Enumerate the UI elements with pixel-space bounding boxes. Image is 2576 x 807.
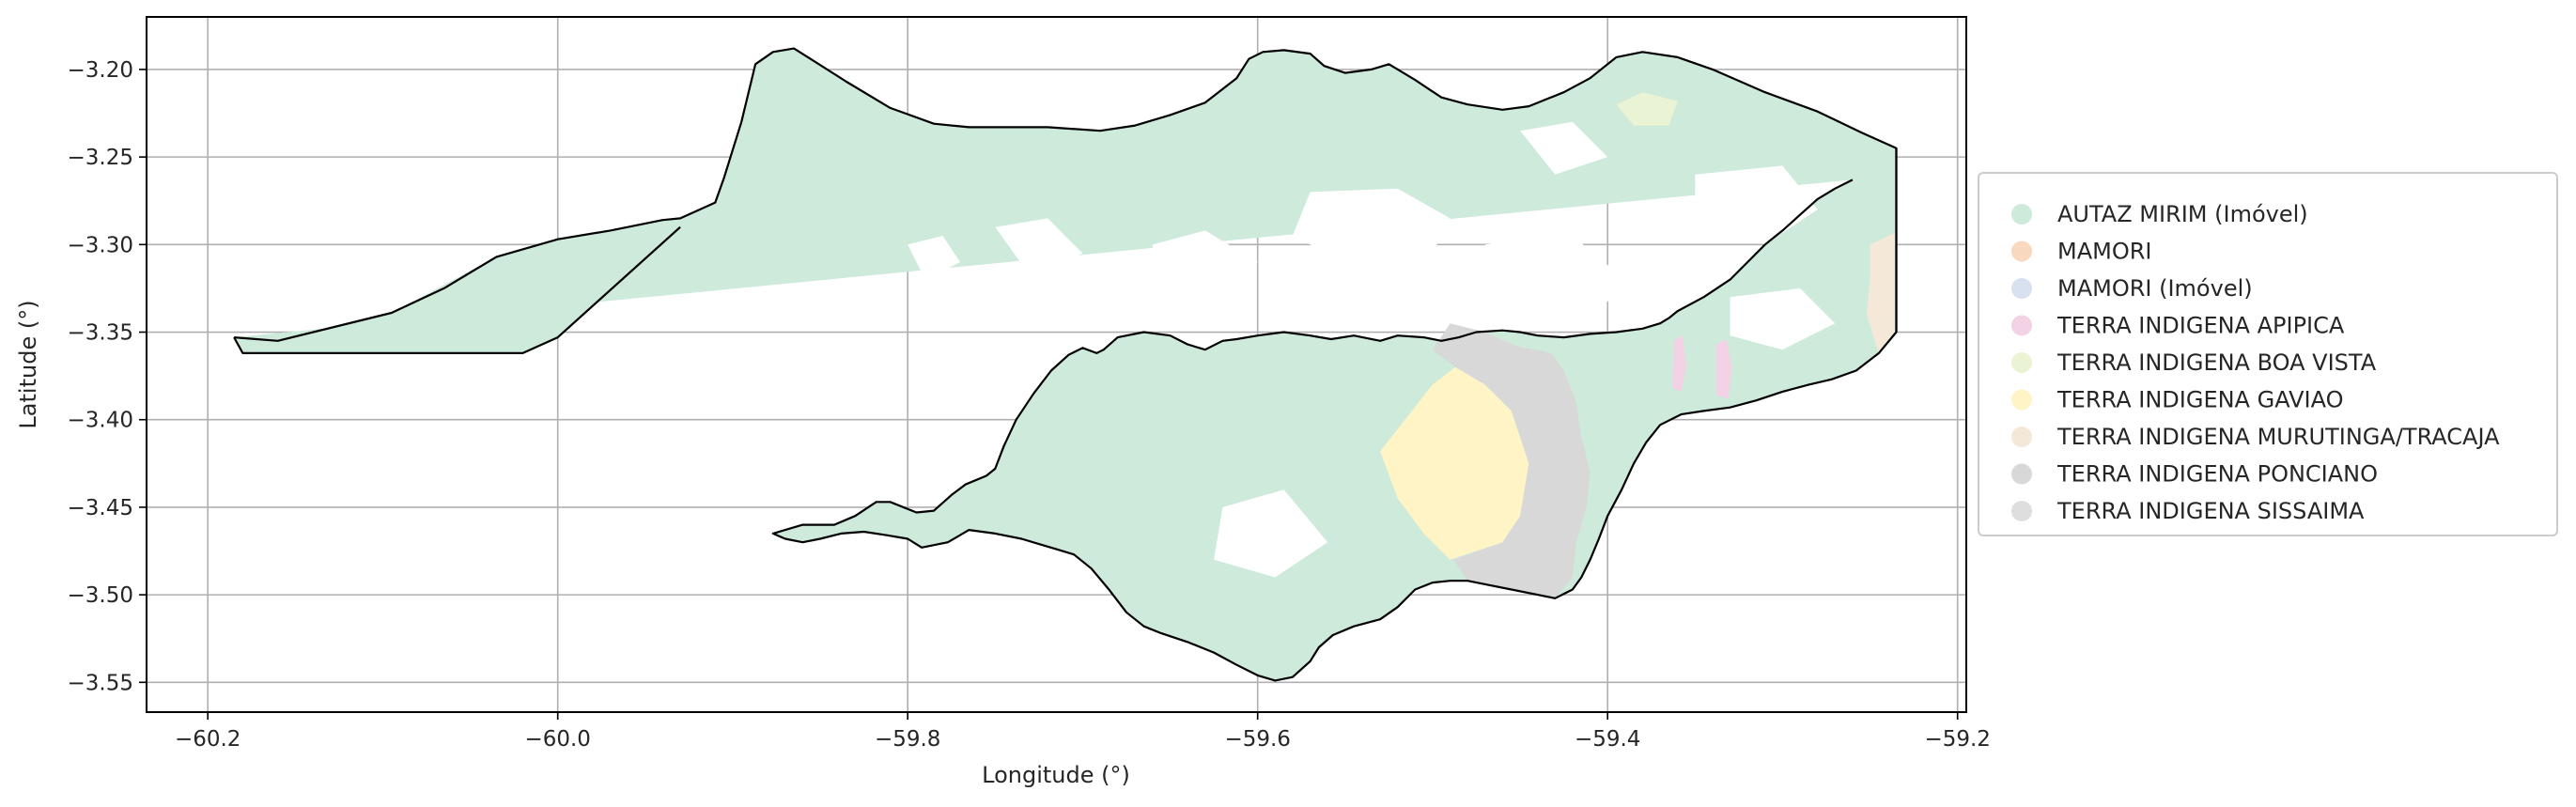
unmapped-area (1292, 188, 1451, 262)
region-autaz-mirim-tail (234, 226, 681, 353)
legend-marker (2011, 241, 2032, 262)
legend-label: MAMORI (2057, 239, 2151, 265)
legend-label: AUTAZ MIRIM (Imóvel) (2057, 201, 2308, 227)
x-tick-label: −59.8 (875, 727, 940, 752)
y-tick-label: −3.30 (68, 233, 133, 257)
x-axis-label: Longitude (°) (982, 762, 1130, 788)
region-murutinga-tracaja (1866, 232, 1897, 353)
legend-marker (2011, 352, 2032, 373)
plot-frame (146, 16, 1967, 713)
x-tick-label: −59.4 (1575, 727, 1640, 752)
unmapped-area (1520, 121, 1608, 175)
legend-marker (2011, 501, 2032, 521)
x-axis-ticks: −60.2 −60.0 −59.8 −59.6 −59.4 −59.2 (175, 712, 1991, 752)
y-tick-label: −3.25 (68, 146, 133, 170)
legend-marker (2011, 463, 2032, 485)
x-tick-label: −59.2 (1924, 727, 1990, 752)
legend-box (1978, 172, 2558, 536)
y-axis-ticks: −3.20 −3.25 −3.30 −3.35 −3.40 −3.45 −3.50 −3.55 (68, 58, 147, 695)
boundary-line (234, 47, 1898, 682)
legend-marker (2011, 427, 2032, 447)
y-tick-label: −3.40 (68, 409, 133, 433)
region-ponciano (1432, 323, 1591, 598)
legend-marker (2011, 204, 2032, 225)
region-apipica-2 (1715, 339, 1732, 399)
boundary-outline (233, 47, 1898, 682)
x-tick-label: −59.6 (1224, 727, 1290, 752)
legend-label: MAMORI (Imóvel) (2057, 275, 2253, 302)
region-boa-vista (1616, 92, 1678, 126)
unmapped-area (908, 236, 961, 280)
unmapped-area (1730, 287, 1836, 350)
legend-label: TERRA INDIGENA PONCIANO (2056, 461, 2378, 488)
y-tick-label: −3.45 (68, 496, 133, 520)
unmapped-area (1152, 230, 1258, 298)
legend-label: TERRA INDIGENA BOA VISTA (2056, 349, 2377, 376)
legend-marker (2011, 389, 2032, 411)
y-tick-label: −3.55 (68, 671, 133, 695)
region-apipica (1672, 335, 1686, 392)
legend-marker (2011, 315, 2032, 336)
legend-label: TERRA INDIGENA APIPICA (2056, 313, 2345, 339)
boundary-line-tail (233, 225, 681, 354)
legend: AUTAZ MIRIM (Imóvel) MAMORI MAMORI (Imóvel… (1978, 172, 2558, 536)
unmapped-area (1695, 165, 1818, 245)
map-regions (234, 48, 1897, 681)
x-tick-label: −60.2 (175, 727, 241, 752)
legend-label: TERRA INDIGENA MURUTINGA/TRACAJA (2056, 424, 2500, 450)
y-tick-label: −3.50 (68, 583, 133, 608)
y-tick-label: −3.35 (68, 321, 133, 346)
y-tick-label: −3.20 (68, 58, 133, 83)
legend-label: TERRA INDIGENA GAVIAO (2056, 387, 2343, 413)
unmapped-area (995, 218, 1083, 276)
x-tick-label: −60.0 (524, 727, 590, 752)
region-gaviao (1380, 366, 1529, 560)
legend-label: TERRA INDIGENA SISSAIMA (2056, 498, 2365, 524)
unmapped-area (1214, 489, 1328, 578)
unmapped-area (1484, 236, 1625, 324)
legend-marker (2011, 278, 2032, 299)
y-axis-label: Latitude (°) (15, 300, 41, 428)
